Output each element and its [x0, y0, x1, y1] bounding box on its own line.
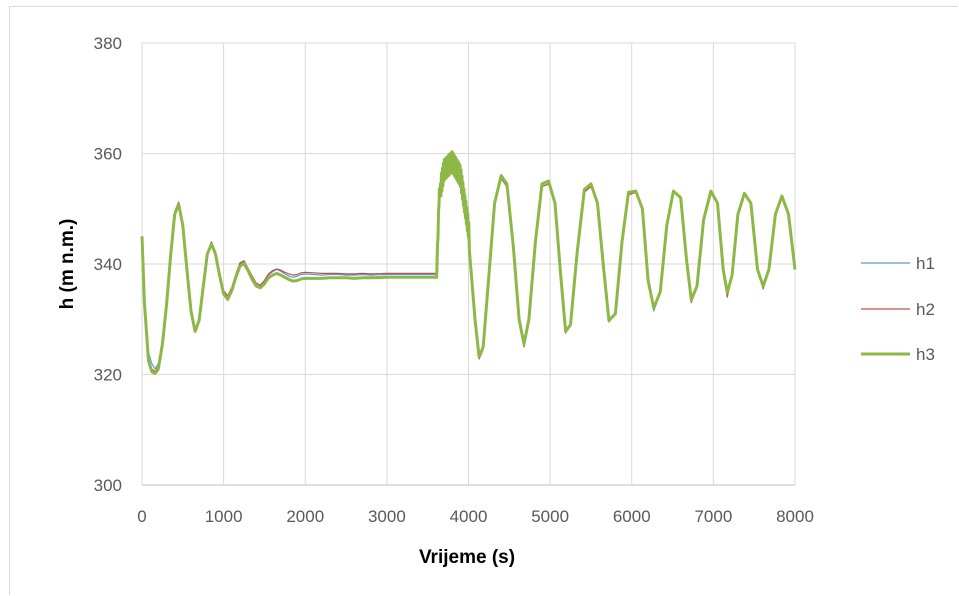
x-tick-label: 2000	[286, 507, 324, 526]
series-lines	[140, 150, 797, 375]
y-tick-label: 300	[94, 476, 122, 495]
legend-label-h1: h1	[916, 254, 935, 273]
x-tick-label: 1000	[205, 507, 243, 526]
x-tick-label: 5000	[531, 507, 569, 526]
chart-frame	[9, 6, 958, 595]
y-axis-title: h (m n.m.)	[57, 219, 78, 310]
y-tick-label: 380	[94, 34, 122, 53]
x-tick-label: 6000	[613, 507, 651, 526]
x-tick-labels: 0 1000 2000 3000 4000 5000 6000 7000 8000	[137, 507, 814, 526]
x-tick-label: 3000	[368, 507, 406, 526]
y-tick-label: 320	[94, 366, 122, 385]
y-tick-labels: 300 320 340 360 380	[94, 34, 122, 495]
gridlines	[141, 42, 796, 486]
series-line-h3	[140, 150, 797, 375]
legend-label-h2: h2	[916, 300, 935, 319]
y-tick-label: 360	[94, 145, 122, 164]
y-tick-label: 340	[94, 255, 122, 274]
legend-label-h3: h3	[916, 345, 935, 364]
x-tick-label: 8000	[776, 507, 814, 526]
x-tick-label: 0	[137, 507, 146, 526]
x-tick-label: 4000	[450, 507, 488, 526]
x-axis-title: Vrijeme (s)	[419, 547, 515, 568]
x-tick-label: 7000	[694, 507, 732, 526]
legend: h1 h2 h3	[861, 254, 935, 364]
